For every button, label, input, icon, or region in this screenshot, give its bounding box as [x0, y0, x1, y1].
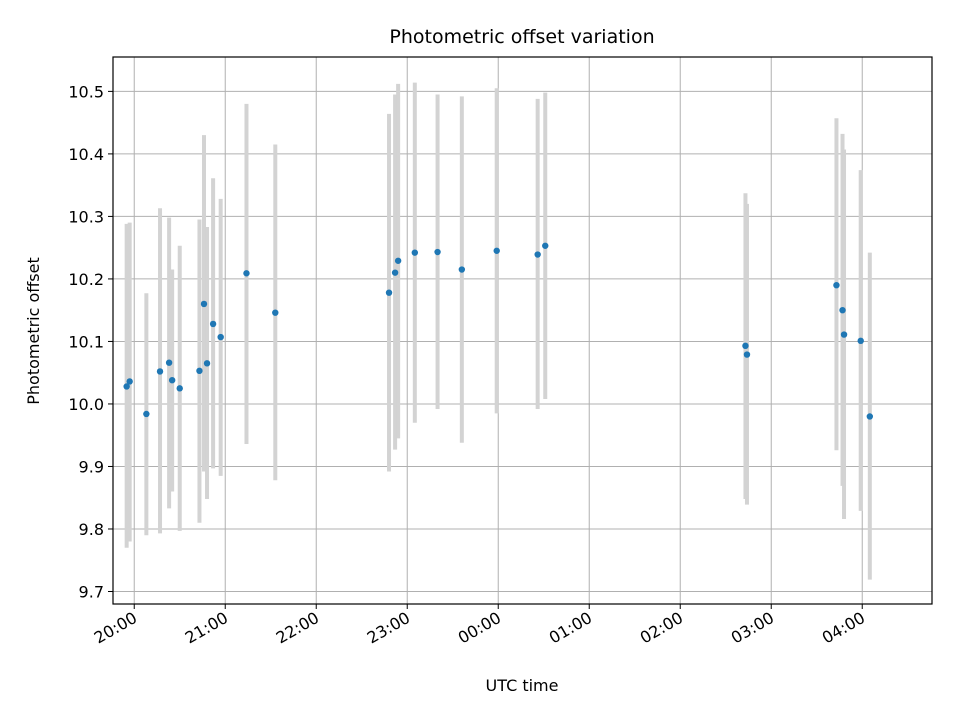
data-point [857, 337, 864, 345]
x-axis-title: UTC time [486, 676, 559, 695]
y-tick-label: 10.1 [68, 332, 104, 351]
data-point [165, 359, 173, 366]
grid [113, 57, 932, 604]
data-point [143, 410, 150, 418]
data-point [542, 242, 549, 249]
data-point [833, 281, 840, 289]
data-point [217, 333, 224, 341]
y-tick-label: 9.8 [79, 520, 104, 539]
data-point [391, 269, 399, 276]
data-points [123, 242, 874, 420]
data-point [742, 342, 749, 350]
data-point [434, 248, 441, 256]
y-tick-label: 10.5 [68, 82, 104, 101]
y-tick-label: 10.3 [68, 207, 104, 226]
data-point [123, 383, 130, 390]
y-tick-label: 10.4 [68, 145, 104, 164]
data-point [458, 266, 466, 273]
data-point [493, 247, 500, 254]
data-point [203, 360, 211, 367]
y-tick-label: 9.9 [79, 457, 104, 476]
data-point [411, 249, 419, 256]
data-point [156, 368, 164, 375]
plot-frame [112, 56, 933, 605]
data-point [385, 289, 393, 296]
data-point [168, 376, 176, 384]
y-tick-label: 10.2 [68, 270, 104, 289]
data-point [839, 306, 846, 314]
data-point [743, 351, 751, 358]
data-point [534, 251, 541, 258]
y-tick-label: 10.0 [68, 395, 104, 414]
y-axis-title: Photometric offset [24, 257, 43, 405]
data-point [196, 367, 203, 375]
data-point [200, 300, 208, 308]
y-axis: 9.7 9.8 9.9 10.0 10.1 10.2 10.3 10.4 10.5 [68, 82, 113, 601]
data-point [243, 270, 250, 277]
data-point [209, 320, 217, 328]
data-point [126, 378, 133, 385]
data-point [866, 413, 874, 420]
data-point [272, 309, 279, 316]
data-point [840, 331, 848, 338]
chart-title: Photometric offset variation [389, 26, 654, 48]
y-tick-label: 9.7 [79, 582, 104, 601]
data-point [176, 385, 183, 392]
data-point [394, 257, 402, 264]
